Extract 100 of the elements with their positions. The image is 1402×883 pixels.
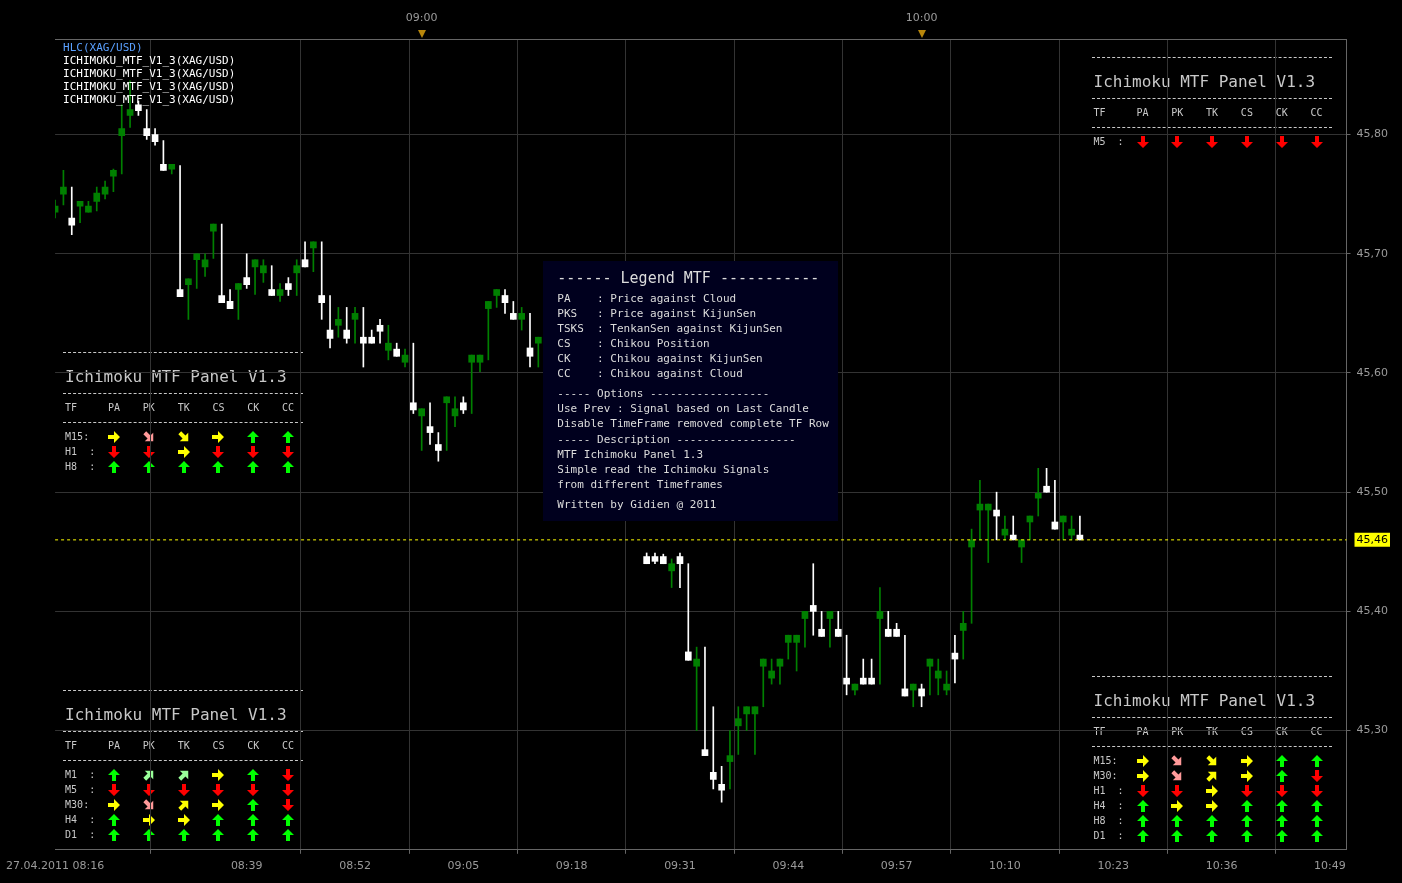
annotation: MTF Ichimoku Panel 1.3 [557,447,704,461]
candlestick [684,563,692,661]
ref-line-label: 45,46 [1356,532,1389,546]
annotation: CK [247,740,260,751]
x-tick-label: 09:31 [664,859,696,873]
annotation: CS : Chikou Position [557,336,710,350]
candlestick [676,552,684,588]
annotation: D1 : [1093,830,1124,842]
y-tick-label: 45,70 [1356,246,1389,260]
candlestick [984,503,992,563]
x-tick-label: 27.04.2011 08:16 [6,859,105,873]
y-tick-label: 45,80 [1356,127,1389,141]
x-tick-label: 09:44 [772,859,805,873]
annotation: CS [1240,107,1253,118]
candlestick [118,104,126,175]
x2-tick-label: 10:00 [905,11,938,25]
annotation: TK [177,740,190,751]
annotation: ICHIMOKU_MTF_V1_3(XAG/USD) [63,92,236,106]
annotation: CS [212,402,225,413]
annotation: D1 : [65,829,96,841]
annotation: CK [1275,107,1288,118]
candlestick [193,253,201,289]
annotation: PA [108,402,121,413]
annotation: CK [247,402,260,413]
candlestick [826,611,834,648]
candlestick [734,706,742,755]
candlestick [701,646,709,756]
annotation: CC : Chikou against Cloud [557,366,743,380]
x-tick-label: 10:10 [989,859,1021,873]
x-tick-label: 08:52 [339,859,371,873]
annotation: PKS : Price against KijunSen [557,306,757,320]
annotation: Disable TimeFrame removed complete TF Row [557,416,829,430]
annotation: M15: [65,431,90,443]
annotation: Use Prev : Signal based on Last Candle [557,401,809,415]
annotation: Simple read the Ichimoku Signals [557,462,770,476]
y-tick-label: 45,40 [1356,604,1389,618]
candlestick [293,259,301,296]
candlestick [801,611,809,648]
x2-tick-label: 09:00 [405,11,438,25]
annotation: ICHIMOKU_MTF_V1_3(XAG/USD) [63,53,236,67]
annotation: M5 : [1093,136,1124,148]
annotation: Ichimoku MTF Panel V1.3 [1093,72,1316,92]
candlestick [751,706,759,755]
candlestick [351,307,359,344]
annotation: M30: [1093,770,1118,782]
x-tick-label: 10:49 [1313,859,1346,873]
candlestick [443,396,451,451]
candlestick [1034,468,1042,517]
annotation: H4 : [65,814,96,826]
candlestick [218,223,226,303]
annotation: TSKS : TenkanSen against KijunSen [557,321,783,335]
annotation: PA [1136,107,1149,118]
annotation: M15: [1093,755,1118,767]
annotation: TK [1206,107,1219,118]
annotation: HLC(XAG/USD) [63,40,143,54]
candlestick [343,307,351,344]
candlestick [251,259,259,295]
x-tick-label: 08:39 [230,859,263,873]
candlestick [326,295,334,349]
x-tick-label: 10:23 [1097,859,1130,873]
annotation: H1 : [65,446,96,458]
annotation: M1 : [65,769,96,781]
y-tick-label: 45,50 [1356,485,1389,499]
x-tick-label: 10:36 [1205,859,1238,873]
annotation: ------ Legend MTF ----------- [557,269,820,288]
annotation: H8 : [1093,815,1124,827]
candlestick [759,658,767,708]
candlestick [959,611,967,660]
annotation: TF [65,402,78,414]
candlestick [143,109,151,140]
annotation: M5 : [65,784,96,796]
annotation: ----- Options ------------------ [557,386,770,400]
annotation: PA [108,740,121,751]
annotation: CK : Chikou against KijunSen [557,351,763,365]
candlestick [68,186,76,236]
annotation: CC [282,740,295,751]
annotation: H1 : [1093,785,1124,797]
candlestick [934,658,942,696]
annotation: PA : Price against Cloud [557,291,737,305]
annotation: TK [177,402,190,413]
candlestick [176,165,184,298]
y-tick-label: 45,60 [1356,365,1389,379]
candlestick [468,354,476,414]
x-tick-label: 09:18 [555,859,588,873]
x-tick-label: 09:57 [880,859,913,873]
annotation: M30: [65,799,90,811]
annotation: TF [1093,107,1106,119]
annotation: CC [1310,107,1323,118]
candlestick [926,658,934,696]
candlestick [709,706,717,790]
candlestick [318,241,326,320]
annotation: ICHIMOKU_MTF_V1_3(XAG/USD) [63,79,236,93]
candlestick [726,730,734,790]
candlestick [418,408,426,451]
annotation: Ichimoku MTF Panel V1.3 [65,705,287,725]
candlestick [809,563,817,636]
x-tick-label: 09:05 [447,859,480,873]
candlestick [451,396,459,427]
y-tick-label: 45,30 [1356,723,1389,737]
annotation: Written by Gidien @ 2011 [557,497,717,511]
